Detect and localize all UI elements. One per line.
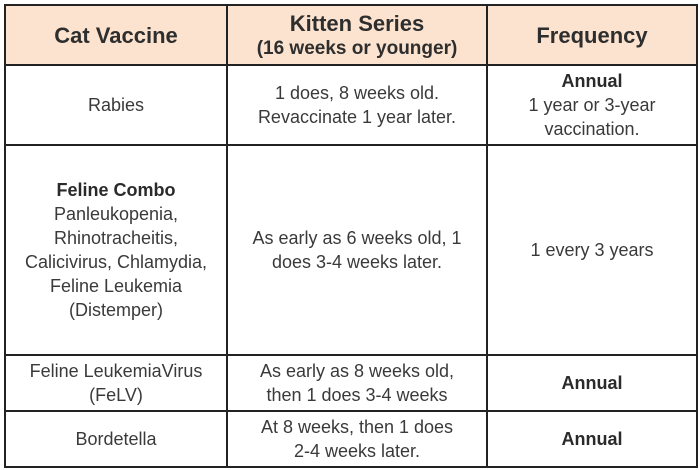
vaccine-name: Bordetella bbox=[75, 429, 157, 449]
kitten-series-line: As early as 8 weeks old, bbox=[259, 361, 455, 381]
header-kitten-series-sublabel: (16 weeks or younger) bbox=[256, 37, 458, 59]
vaccine-table-container: Cat Vaccine Kitten Series (16 weeks or y… bbox=[4, 4, 698, 468]
cell-frequency: 1 every 3 years bbox=[486, 144, 698, 356]
cell-vaccine: Feline LeukemiaVirus (FeLV) bbox=[4, 354, 228, 412]
frequency-bold: Annual bbox=[561, 71, 623, 91]
frequency-line: 1 year or 3-year bbox=[528, 95, 656, 115]
cell-vaccine: Bordetella bbox=[4, 410, 228, 468]
vaccine-name-bold: Feline Combo bbox=[56, 180, 176, 200]
frequency-line: 1 every 3 years bbox=[530, 240, 654, 260]
kitten-series-line: does 3-4 weeks later. bbox=[271, 252, 443, 272]
table-row: Rabies 1 does, 8 weeks old. Revaccinate … bbox=[4, 64, 698, 146]
cell-vaccine: Rabies bbox=[4, 64, 228, 146]
cell-kitten-series: 1 does, 8 weeks old. Revaccinate 1 year … bbox=[226, 64, 488, 146]
vaccine-component: Calicivirus, Chlamydia, bbox=[24, 252, 208, 272]
cell-kitten-series: As early as 8 weeks old, then 1 does 3-4… bbox=[226, 354, 488, 412]
vaccine-component: Rhinotracheitis, bbox=[53, 228, 179, 248]
header-kitten-series-label: Kitten Series bbox=[289, 10, 425, 36]
vaccine-name: (FeLV) bbox=[89, 385, 143, 405]
kitten-series-line: As early as 6 weeks old, 1 bbox=[252, 228, 462, 248]
table-row: Feline Combo Panleukopenia, Rhinotrachei… bbox=[4, 144, 698, 356]
frequency-bold: Annual bbox=[561, 373, 623, 393]
header-kitten-series: Kitten Series (16 weeks or younger) bbox=[226, 4, 488, 66]
kitten-series-line: At 8 weeks, then 1 does bbox=[260, 417, 454, 437]
vaccine-name: Feline LeukemiaVirus bbox=[29, 361, 203, 381]
cell-frequency: Annual bbox=[486, 354, 698, 412]
table-header-row: Cat Vaccine Kitten Series (16 weeks or y… bbox=[4, 4, 698, 66]
table-row: Bordetella At 8 weeks, then 1 does 2-4 w… bbox=[4, 410, 698, 468]
header-frequency-label: Frequency bbox=[536, 22, 648, 48]
table-row: Feline LeukemiaVirus (FeLV) As early as … bbox=[4, 354, 698, 412]
cell-vaccine: Feline Combo Panleukopenia, Rhinotrachei… bbox=[4, 144, 228, 356]
vaccine-component: Feline Leukemia bbox=[49, 276, 183, 296]
vaccine-component: (Distemper) bbox=[68, 300, 163, 320]
cat-vaccine-table: Cat Vaccine Kitten Series (16 weeks or y… bbox=[4, 4, 698, 468]
header-frequency: Frequency bbox=[486, 4, 698, 66]
vaccine-name: Rabies bbox=[87, 95, 145, 115]
header-cat-vaccine: Cat Vaccine bbox=[4, 4, 228, 66]
cell-frequency: Annual bbox=[486, 410, 698, 468]
vaccine-component: Panleukopenia, bbox=[53, 204, 179, 224]
kitten-series-line: then 1 does 3-4 weeks bbox=[266, 385, 448, 405]
cell-kitten-series: As early as 6 weeks old, 1 does 3-4 week… bbox=[226, 144, 488, 356]
cell-frequency: Annual 1 year or 3-year vaccination. bbox=[486, 64, 698, 146]
frequency-line: vaccination. bbox=[544, 119, 640, 139]
header-cat-vaccine-label: Cat Vaccine bbox=[54, 22, 178, 48]
kitten-series-line: 1 does, 8 weeks old. bbox=[274, 83, 440, 103]
cell-kitten-series: At 8 weeks, then 1 does 2-4 weeks later. bbox=[226, 410, 488, 468]
frequency-bold: Annual bbox=[561, 429, 623, 449]
kitten-series-line: Revaccinate 1 year later. bbox=[257, 107, 457, 127]
kitten-series-line: 2-4 weeks later. bbox=[293, 441, 421, 461]
